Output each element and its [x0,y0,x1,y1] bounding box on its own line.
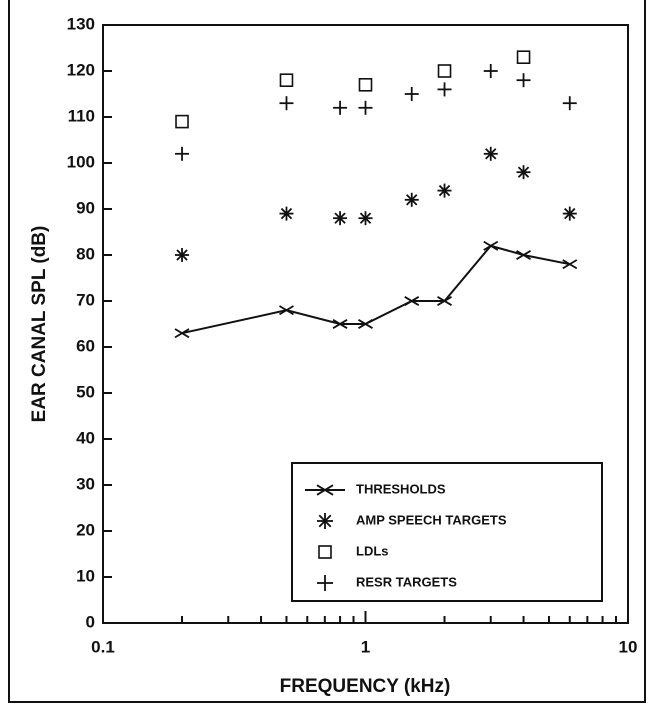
data-point [437,82,452,97]
data-point [562,259,578,270]
data-point [516,250,532,260]
marker-stroke [332,319,348,329]
y-tick-label: 120 [67,60,95,79]
marker-stroke [517,166,530,178]
marker-stroke [280,207,293,220]
data-point [358,78,373,92]
data-point [332,319,348,329]
marker-square [437,64,452,78]
marker-square [516,50,531,65]
data-point [404,296,420,306]
legend-label: THRESHOLDS [356,481,446,496]
data-point [175,248,190,262]
x-tick-label: 0.1 [91,637,115,656]
data-point [279,206,294,221]
marker-stroke [437,296,452,306]
y-tick-label: 80 [76,244,95,263]
y-tick-label: 40 [76,428,95,447]
data-point [483,240,499,251]
marker-stroke [334,212,346,224]
legend-label: RESR TARGETS [356,574,457,589]
marker-stroke [176,249,188,261]
data-point [404,192,419,207]
legend-box [291,462,603,602]
legend-marker [305,484,345,496]
data-point [516,50,531,65]
legend-marker [317,513,333,529]
data-point [562,96,577,111]
data-point [437,183,452,198]
data-point [279,305,294,316]
y-tick-label: 60 [76,336,95,355]
marker-stroke [316,484,334,496]
data-point [175,146,190,161]
data-point [404,87,419,101]
marker-square [175,114,189,129]
legend-label: AMP SPEECH TARGETS [356,512,507,527]
marker-stroke [485,148,497,160]
y-tick-label: 70 [76,290,95,309]
frame [8,0,646,703]
data-point [562,206,577,221]
y-tick-label: 90 [76,198,95,217]
y-tick-label: 130 [67,14,95,33]
data-point [333,211,348,226]
legend-marker [318,545,332,559]
y-tick-label: 100 [67,152,95,171]
marker-square [279,73,294,87]
data-point [175,114,189,129]
marker-stroke [404,296,420,306]
data-point [333,100,348,115]
marker-stroke [318,514,332,528]
data-point [279,96,294,111]
y-tick-label: 110 [68,106,95,125]
data-point [516,73,531,88]
marker-stroke [564,207,576,220]
data-point [358,211,373,226]
marker-stroke [562,259,578,270]
marker-stroke [406,194,418,206]
marker-stroke [359,212,372,224]
x-axis-label: FREQUENCY (kHz) [280,676,451,697]
data-point [483,64,498,78]
data-point [358,100,373,115]
marker-stroke [174,328,190,339]
data-point [516,165,531,180]
y-tick-label: 10 [76,566,95,585]
y-tick-label: 20 [76,520,95,539]
data-point [279,73,294,87]
y-tick-label: 50 [76,382,95,401]
y-tick-label: 30 [76,474,95,493]
marker-stroke [438,184,451,197]
data-point [483,146,498,161]
data-point [437,64,452,78]
marker-stroke [516,250,532,260]
marker-square [318,545,332,559]
legend-label: LDLs [356,543,389,558]
legend-marker [317,575,333,591]
marker-stroke [358,319,373,329]
marker-square [358,78,373,92]
data-point [437,296,452,306]
x-tick-label: 1 [361,637,370,656]
marker-stroke [279,305,294,316]
data-point [358,319,373,329]
x-tick-label: 10 [619,637,638,656]
y-axis-label: EAR CANAL SPL (dB) [29,226,50,423]
y-tick-label: 0 [86,612,95,631]
data-point [174,328,190,339]
marker-stroke [483,240,499,251]
series-line [181,244,570,335]
